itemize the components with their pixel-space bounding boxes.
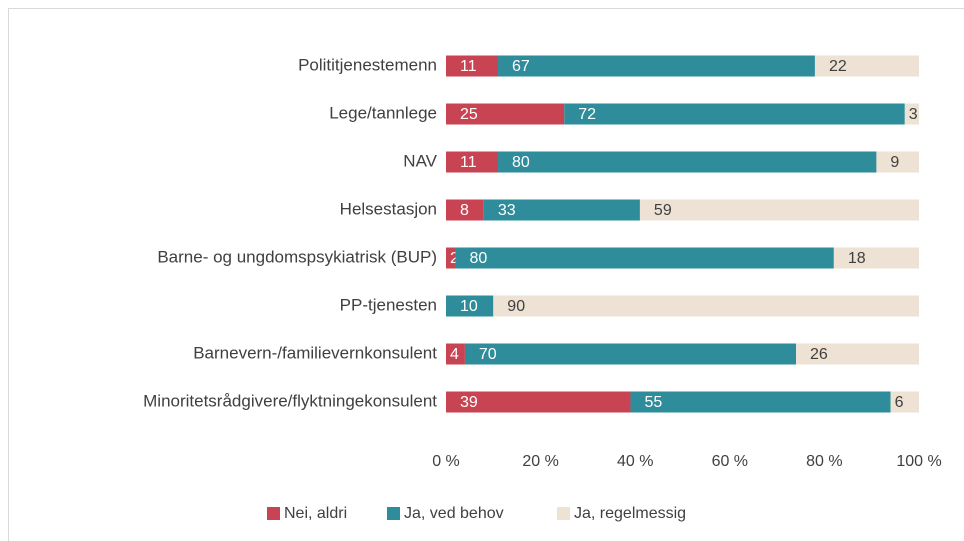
bar-segment [446,391,631,413]
y-tick-label: NAV [403,151,437,170]
bar-segment [446,199,484,221]
data-label: 8 [460,202,469,219]
x-tick-label: 40 % [617,453,653,470]
bar-segment [446,295,494,317]
legend-swatch [387,507,400,520]
data-label: 9 [890,154,899,171]
bar-segment [639,199,919,221]
bar-segment [498,55,815,77]
data-label: 55 [644,394,662,411]
data-label: 11 [460,154,477,171]
bar-segment [446,103,565,125]
bar-segment [446,55,499,77]
legend-label: Ja, regelmessig [574,505,686,522]
bar-segment [876,151,919,173]
y-tick-label: PP-tjenesten [340,295,437,314]
chart-border [8,8,964,541]
data-label: 3 [909,106,918,123]
data-label: 67 [512,58,530,75]
data-label: 22 [829,58,847,75]
data-label: 72 [578,106,596,123]
data-label: 59 [654,202,672,219]
data-label: 80 [512,154,530,171]
bar-segment [493,295,919,317]
legend-label: Nei, aldri [284,505,347,522]
bar-segment [796,343,919,365]
legend-swatch [267,507,280,520]
data-label: 18 [848,250,866,267]
data-label: 26 [810,346,828,363]
data-label: 25 [460,106,478,123]
legend-swatch [557,507,570,520]
data-label: 80 [469,250,487,267]
bar-segment [630,391,891,413]
bar-segment [455,247,834,269]
bar-segment [464,343,797,365]
data-label: 33 [498,202,516,219]
bar-segment [564,103,905,125]
y-tick-label: Minoritetsrådgivere/flyktningekonsulent [143,391,437,410]
data-label: 70 [479,346,497,363]
data-label: 2 [450,250,459,267]
bar-segment [446,151,499,173]
bar-segment [446,247,456,269]
data-label: 90 [507,298,525,315]
bar-segment [446,343,465,365]
bar-segment [498,151,877,173]
bar-segment [904,103,919,125]
y-tick-label: Barne- og ungdomspsykiatrisk (BUP) [157,247,437,266]
x-tick-label: 60 % [712,453,748,470]
data-label: 4 [450,346,459,363]
legend-label: Ja, ved behov [404,505,504,522]
y-tick-label: Barnevern-/familievernkonsulent [193,343,437,362]
data-label: 39 [460,394,478,411]
y-tick-label: Polititjenestemenn [298,55,437,74]
bar-segment [890,391,919,413]
x-tick-label: 80 % [806,453,842,470]
bar-segment [814,55,919,77]
data-label: 6 [895,394,904,411]
x-tick-label: 20 % [522,453,558,470]
data-label: 10 [460,298,478,315]
data-label: 11 [460,58,477,75]
bar-segment [483,199,640,221]
y-tick-label: Helsestasjon [340,199,437,218]
bar-segment [833,247,919,269]
x-tick-label: 100 % [896,453,941,470]
y-tick-label: Lege/tannlege [329,103,437,122]
x-tick-label: 0 % [432,453,460,470]
